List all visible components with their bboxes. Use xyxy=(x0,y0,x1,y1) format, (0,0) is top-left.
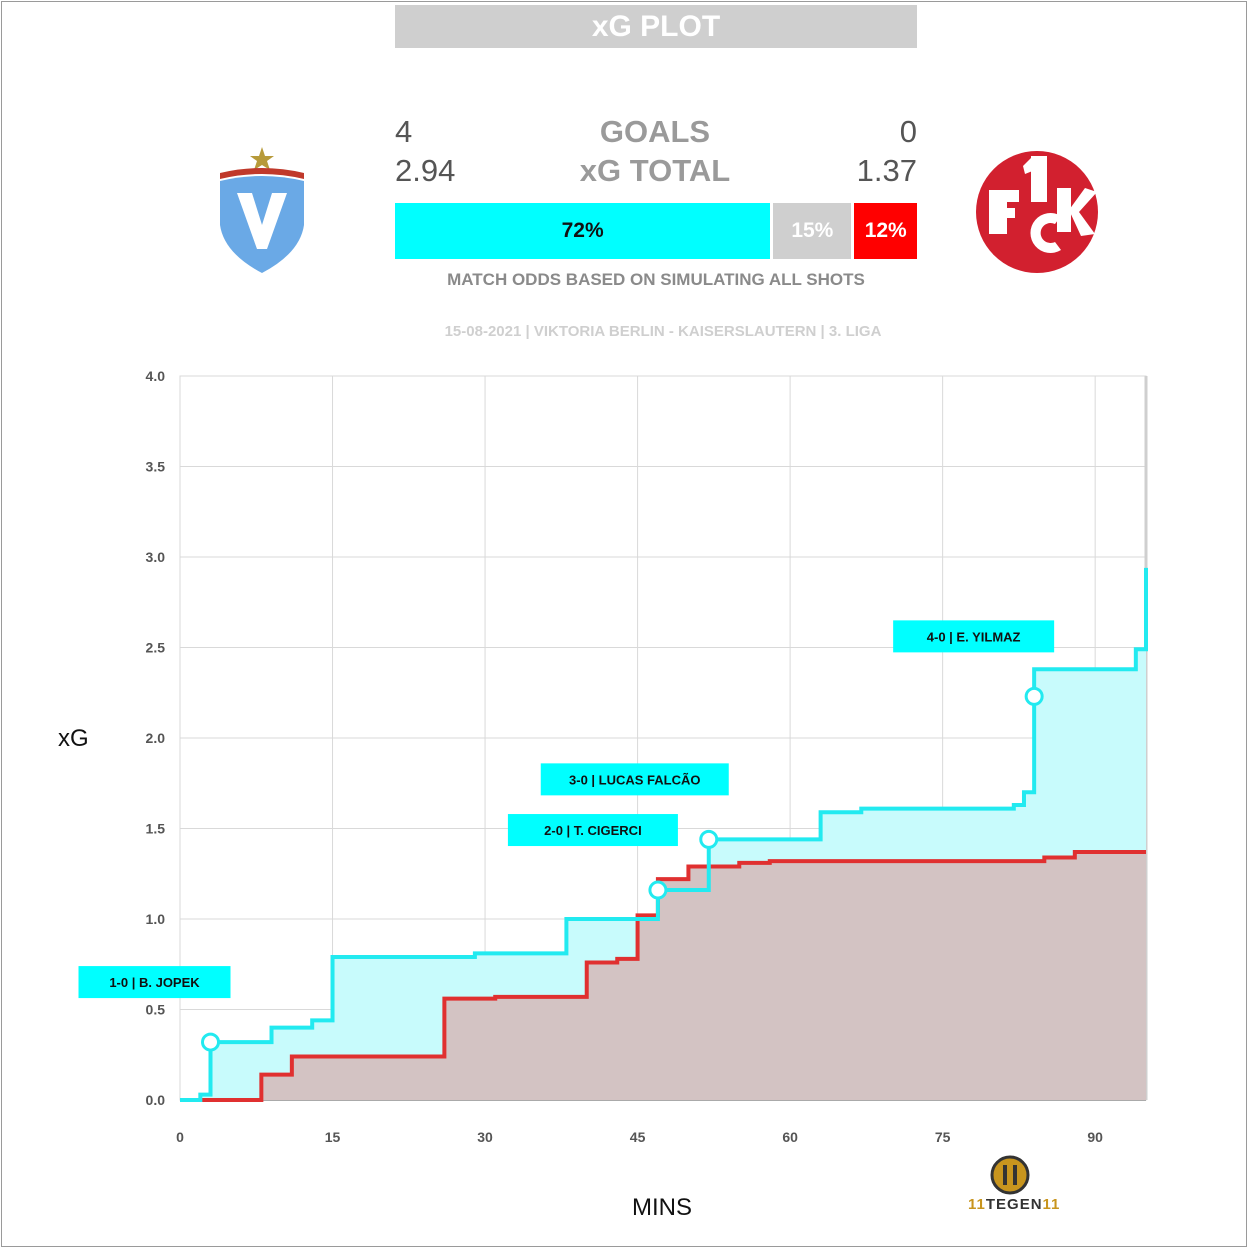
goal-label-box xyxy=(540,763,729,796)
xg-total-label: xG TOTAL xyxy=(579,153,731,188)
away-xg-area xyxy=(180,852,1146,1100)
y-tick-label: 3.5 xyxy=(146,459,166,475)
x-tick-label: 15 xyxy=(325,1129,341,1145)
y-tick-label: 2.5 xyxy=(146,640,166,656)
y-tick-label: 3.0 xyxy=(146,549,166,565)
y-tick-label: 0.0 xyxy=(146,1092,166,1108)
x-tick-label: 60 xyxy=(782,1129,798,1145)
away-xg-total: 1.37 xyxy=(856,153,917,188)
odds-note: MATCH ODDS BASED ON SIMULATING ALL SHOTS xyxy=(447,270,865,289)
y-tick-label: 2.0 xyxy=(146,730,166,746)
away-win-odds: 12% xyxy=(854,203,917,259)
y-tick-label: 4.0 xyxy=(146,368,166,384)
y-tick-label: 1.0 xyxy=(146,911,166,927)
goal-label-box xyxy=(893,620,1055,653)
home-team-logo xyxy=(220,147,304,273)
goal-label-box xyxy=(507,814,678,847)
y-tick-label: 1.5 xyxy=(146,821,166,837)
y-axis-title: xG xyxy=(58,725,89,752)
goals-label: GOALS xyxy=(599,114,711,149)
x-tick-label: 75 xyxy=(935,1129,951,1145)
away-team-logo xyxy=(976,151,1098,273)
match-info: 15-08-2021 | VIKTORIA BERLIN - KAISERSLA… xyxy=(444,323,882,340)
page-title: xG PLOT xyxy=(395,5,917,48)
goal-label: 3-0 | LUCAS FALCÃO xyxy=(569,772,700,787)
draw-odds: 15% xyxy=(773,203,852,259)
watermark-logo-icon xyxy=(990,1155,1030,1195)
goal-marker xyxy=(201,1032,221,1052)
x-axis-title: MINS xyxy=(632,1194,692,1221)
goal-label: 2-0 | T. CIGERCI xyxy=(544,823,642,838)
home-win-odds: 72% xyxy=(395,203,771,259)
home-xg-total: 2.94 xyxy=(395,153,456,188)
goal-marker xyxy=(648,880,668,900)
x-tick-label: 45 xyxy=(630,1129,646,1145)
away-xg-line xyxy=(180,850,1146,1102)
away-goals: 0 xyxy=(899,114,917,149)
goal-marker xyxy=(1024,686,1044,706)
home-goals: 4 xyxy=(395,114,413,149)
goal-marker xyxy=(699,829,719,849)
star-icon xyxy=(250,147,274,170)
x-tick-label: 0 xyxy=(176,1129,184,1145)
goal-label: 4-0 | E. YILMAZ xyxy=(927,629,1021,644)
goal-label: 1-0 | B. JOPEK xyxy=(109,975,200,990)
x-tick-label: 30 xyxy=(477,1129,493,1145)
y-tick-label: 0.5 xyxy=(146,1002,166,1018)
goal-label-box xyxy=(78,966,231,999)
home-xg-line xyxy=(180,567,1148,1102)
watermark-text: 11TEGEN11 xyxy=(968,1196,1061,1213)
x-tick-label: 90 xyxy=(1087,1129,1103,1145)
